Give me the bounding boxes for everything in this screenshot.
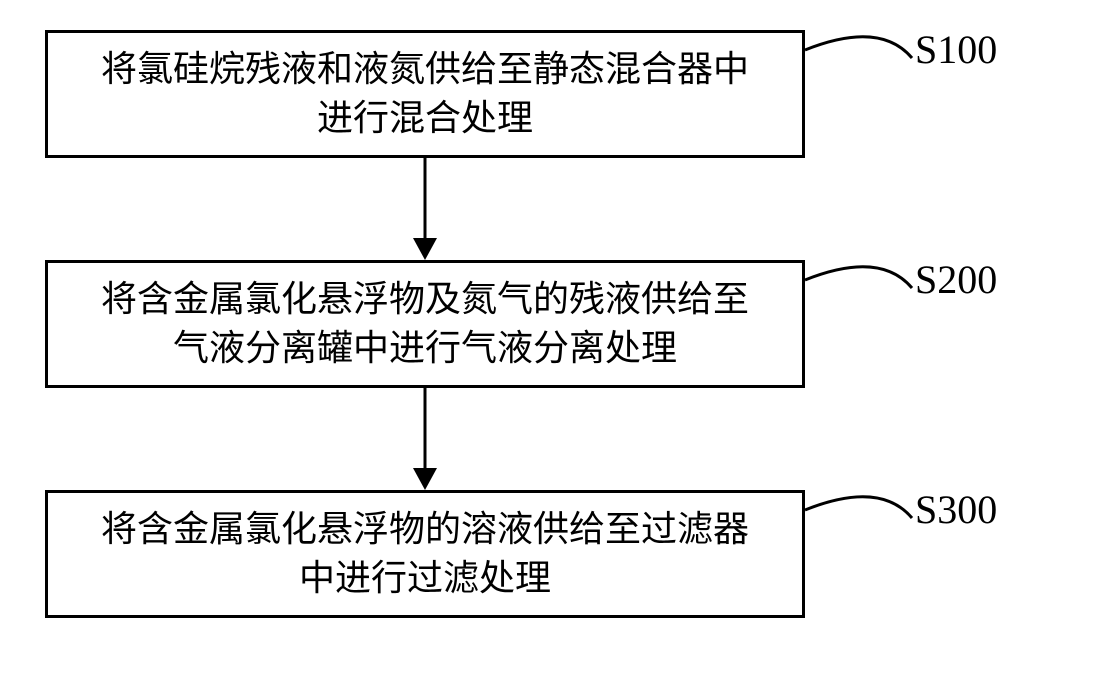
flow-node-s100-text: 将氯硅烷残液和液氮供给至静态混合器中 进行混合处理	[101, 45, 749, 142]
flow-node-s300-text: 将含金属氯化悬浮物的溶液供给至过滤器 中进行过滤处理	[101, 505, 749, 602]
step-label-s300: S300	[915, 486, 997, 533]
flow-node-s300: 将含金属氯化悬浮物的溶液供给至过滤器 中进行过滤处理	[45, 490, 805, 618]
step-label-s200: S200	[915, 256, 997, 303]
flowchart-canvas: 将氯硅烷残液和液氮供给至静态混合器中 进行混合处理 S100 将含金属氯化悬浮物…	[0, 0, 1094, 687]
step-label-s100: S100	[915, 26, 997, 73]
flow-node-s200-text: 将含金属氯化悬浮物及氮气的残液供给至 气液分离罐中进行气液分离处理	[101, 275, 749, 372]
flow-node-s200: 将含金属氯化悬浮物及氮气的残液供给至 气液分离罐中进行气液分离处理	[45, 260, 805, 388]
flow-node-s100: 将氯硅烷残液和液氮供给至静态混合器中 进行混合处理	[45, 30, 805, 158]
